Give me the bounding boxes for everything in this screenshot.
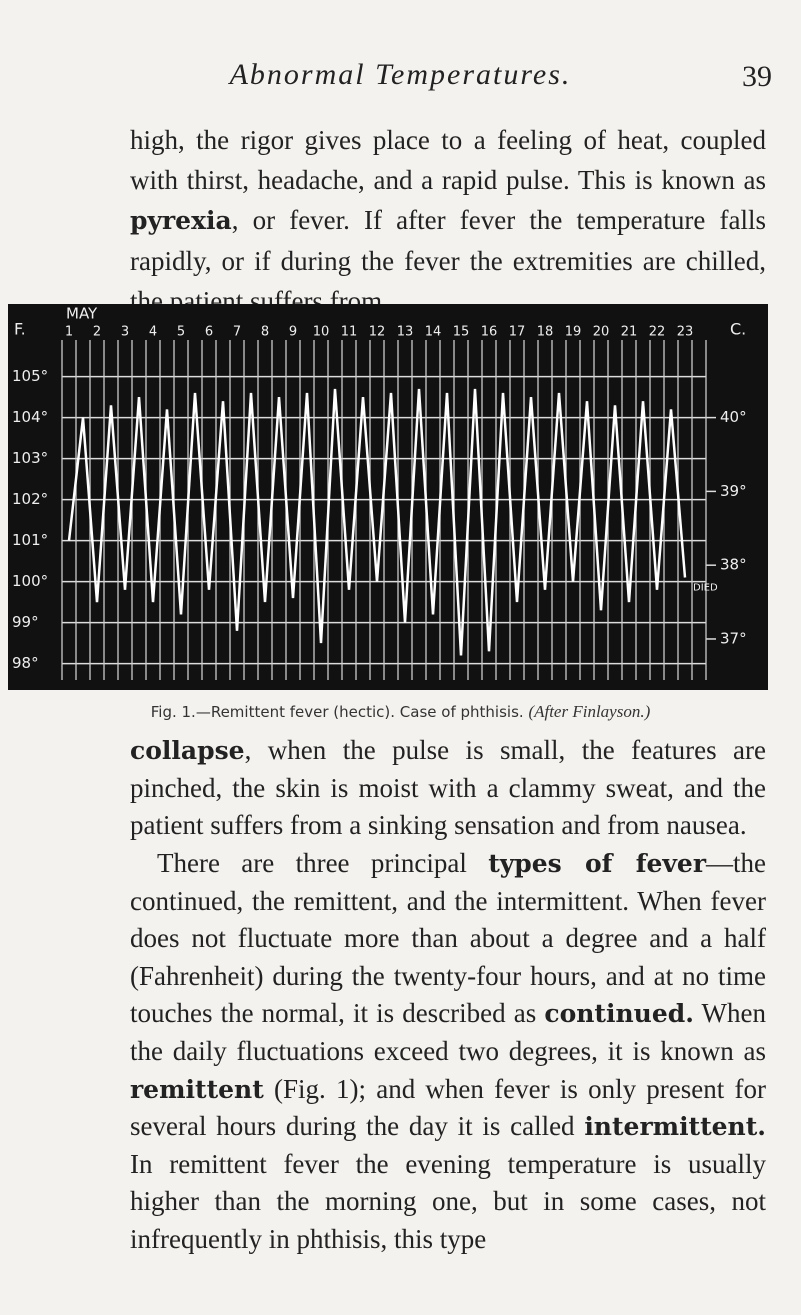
bold-term: remittent — [130, 1074, 264, 1104]
y2-tick-label: 38° — [720, 556, 747, 574]
bold-term: types of fever — [488, 849, 706, 878]
text: When the daily fluctuations exceed two d… — [130, 998, 766, 1066]
x-tick-label: 5 — [177, 325, 185, 340]
y-tick-label: 99° — [12, 613, 39, 631]
x-tick-label: 22 — [649, 325, 666, 340]
y-tick-label: 105° — [12, 367, 48, 385]
x-tick-label: 6 — [205, 325, 213, 340]
text: In remittent fever the evening temperatu… — [130, 1148, 766, 1254]
bold-term: collapse — [130, 736, 245, 765]
bold-term: intermittent. — [584, 1112, 766, 1142]
temperature-chart: MAY F. C. 105° 104° 103° 102° 101° 100° 99° 98° 40°… — [8, 304, 768, 690]
text: , or fever. If after fever the temperatu… — [130, 205, 766, 316]
paragraph: There are three principal types of fever… — [130, 845, 766, 1259]
chart-background — [8, 304, 768, 690]
y-axis-title: F. — [14, 320, 26, 339]
x-tick-label: 19 — [565, 325, 582, 340]
caption-text: Fig. 1.—Remittent fever (hectic). Case o… — [150, 703, 524, 721]
y-tick-label: 104° — [12, 408, 48, 426]
x-tick-label: 2 — [93, 325, 101, 340]
bold-term: pyrexia — [130, 206, 232, 235]
paragraph: collapse, when the pulse is small, the f… — [130, 732, 766, 845]
x-tick-label: 10 — [313, 325, 330, 340]
x-tick-label: 8 — [261, 325, 269, 340]
page-number: 39 — [742, 60, 772, 93]
x-tick-label: 20 — [593, 325, 610, 340]
x-tick-label: 3 — [121, 325, 129, 340]
x-tick-label: 4 — [149, 325, 157, 340]
paragraph: high, the rigor gives place to a feeling… — [130, 120, 766, 321]
x-tick-label: 7 — [233, 325, 241, 340]
y-tick-label: 102° — [12, 490, 48, 508]
x-tick-label: 18 — [537, 325, 554, 340]
text: There are three principal — [157, 848, 489, 878]
y-tick-label: 101° — [12, 531, 48, 549]
y-tick-label: 98° — [12, 654, 39, 672]
y2-tick-label: 40° — [720, 408, 747, 426]
x-tick-label: 13 — [397, 325, 414, 340]
y2-tick-label: 37° — [720, 629, 747, 647]
x-tick-label: 17 — [509, 325, 526, 340]
x-tick-label: 9 — [289, 325, 297, 340]
x-tick-label: 16 — [481, 325, 498, 340]
x-tick-label: 1 — [65, 325, 73, 340]
y-tick-label: 100° — [12, 572, 48, 590]
bold-term: continued. — [544, 999, 694, 1029]
x-tick-label: 11 — [341, 325, 358, 340]
x-tick-label: 14 — [425, 325, 442, 340]
caption-credit: (After Finlayson.) — [528, 702, 651, 721]
x-tick-label: 12 — [369, 325, 386, 340]
temperature-line — [67, 388, 687, 656]
y2-axis-title: C. — [730, 320, 746, 339]
figure-caption: Fig. 1.—Remittent fever (hectic). Case o… — [0, 702, 801, 722]
text: high, the rigor gives place to a feeling… — [130, 125, 766, 195]
annotation: DIED — [693, 583, 718, 594]
text: (Fig. 1); and when fever is only present… — [130, 1073, 766, 1142]
text: , when the pulse is small, the features … — [130, 735, 766, 841]
running-header: Abnormal Temperatures. — [229, 58, 572, 91]
y-tick-label: 103° — [12, 449, 48, 467]
x-tick-label: 21 — [621, 325, 638, 340]
month-label: MAY — [66, 305, 98, 323]
y2-tick-label: 39° — [720, 482, 747, 500]
text: —the continued, the remittent, and the i… — [130, 848, 766, 1029]
x-tick-label: 15 — [453, 325, 470, 340]
x-tick-label: 23 — [677, 325, 694, 340]
